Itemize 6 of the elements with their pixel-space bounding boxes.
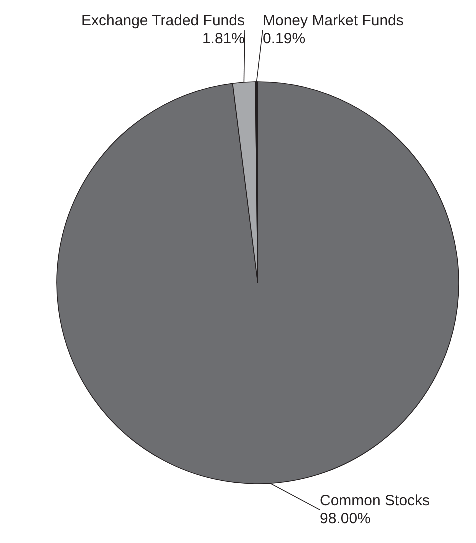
data-label: 0.19%	[263, 30, 306, 48]
data-label: 98.00%	[320, 510, 371, 528]
data-label: 1.81%	[202, 30, 245, 48]
slice-label: Common Stocks	[320, 492, 430, 510]
slice-label: Exchange Traded Funds	[82, 12, 245, 30]
slice-label: Money Market Funds	[263, 12, 404, 30]
